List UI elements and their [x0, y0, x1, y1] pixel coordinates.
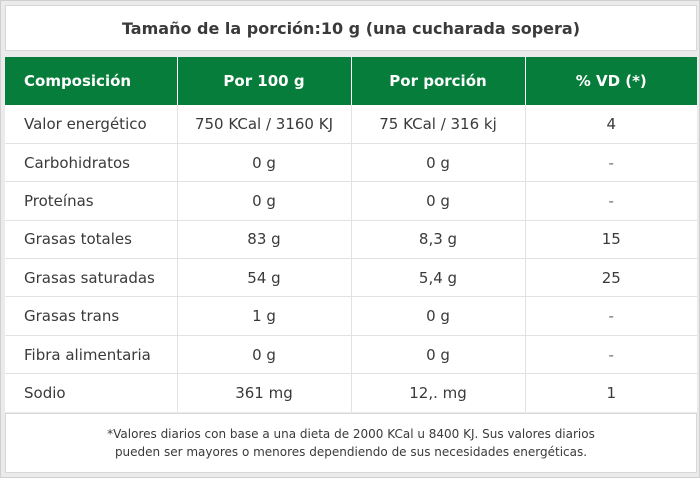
- header-composicion: Composición: [5, 57, 178, 105]
- row-per-serving: 5,4 g: [350, 258, 525, 298]
- footnote-line-1: *Valores diarios con base a una dieta de…: [107, 427, 595, 441]
- row-per-100g: 361 mg: [176, 373, 351, 413]
- row-per-100g: 750 KCal / 3160 KJ: [176, 105, 351, 144]
- serving-size-title: Tamaño de la porción:10 g (una cucharada…: [5, 5, 697, 51]
- serving-size-text: Tamaño de la porción:10 g (una cucharada…: [121, 18, 581, 38]
- row-per-serving: 75 KCal / 316 kj: [350, 105, 525, 144]
- table-row: Carbohidratos 0 g 0 g -: [5, 143, 697, 183]
- row-name: Proteínas: [5, 181, 177, 221]
- row-name: Valor energético: [5, 105, 177, 144]
- table-row: Grasas saturadas 54 g 5,4 g 25: [5, 258, 697, 298]
- row-per-100g: 0 g: [176, 181, 351, 221]
- header-por-100g: Por 100 g: [176, 57, 352, 105]
- table-row: Fibra alimentaria 0 g 0 g -: [5, 335, 697, 375]
- row-name: Grasas saturadas: [5, 258, 177, 298]
- header-por-porcion: Por porción: [350, 57, 526, 105]
- table-row: Proteínas 0 g 0 g -: [5, 181, 697, 221]
- row-per-serving: 0 g: [350, 181, 525, 221]
- row-per-serving: 0 g: [350, 296, 525, 336]
- row-name: Grasas totales: [5, 220, 177, 260]
- row-dv: 1: [524, 373, 697, 413]
- row-dv: -: [524, 181, 697, 221]
- row-per-100g: 1 g: [176, 296, 351, 336]
- table-row: Valor energético 750 KCal / 3160 KJ 75 K…: [5, 105, 697, 144]
- row-per-serving: 0 g: [350, 335, 525, 375]
- row-name: Sodio: [24, 384, 66, 403]
- daily-values-footnote: *Valores diarios con base a una dieta de…: [5, 413, 697, 473]
- row-per-100g: 0 g: [176, 143, 351, 183]
- table-row: Sodio 361 mg 12,. mg 1: [5, 373, 697, 413]
- footnote-line-2: pueden ser mayores o menores dependiendo…: [114, 445, 588, 459]
- row-per-100g: 83 g: [176, 220, 351, 260]
- table-row: Grasas trans 1 g 0 g -: [5, 296, 697, 336]
- row-per-serving: 12,. mg: [350, 373, 525, 413]
- table-header-row: Composición Por 100 g Por porción % VD (…: [5, 57, 697, 105]
- row-per-100g: 0 g: [176, 335, 351, 375]
- row-per-100g: 54 g: [176, 258, 351, 298]
- row-dv: 15: [524, 220, 697, 260]
- row-dv: 25: [524, 258, 697, 298]
- row-per-serving: 0 g: [350, 143, 525, 183]
- row-per-serving: 8,3 g: [350, 220, 525, 260]
- row-dv: 4: [524, 105, 697, 144]
- table-row: Grasas totales 83 g 8,3 g 15: [5, 220, 697, 260]
- row-dv: -: [524, 296, 697, 336]
- row-dv: -: [524, 143, 697, 183]
- row-name: Fibra alimentaria: [5, 335, 177, 375]
- row-name: Grasas trans: [5, 296, 177, 336]
- row-name: Carbohidratos: [5, 143, 177, 183]
- header-vd: % VD (*): [524, 57, 697, 105]
- row-dv: -: [524, 335, 697, 375]
- nutrition-table: Composición Por 100 g Por porción % VD (…: [5, 57, 697, 413]
